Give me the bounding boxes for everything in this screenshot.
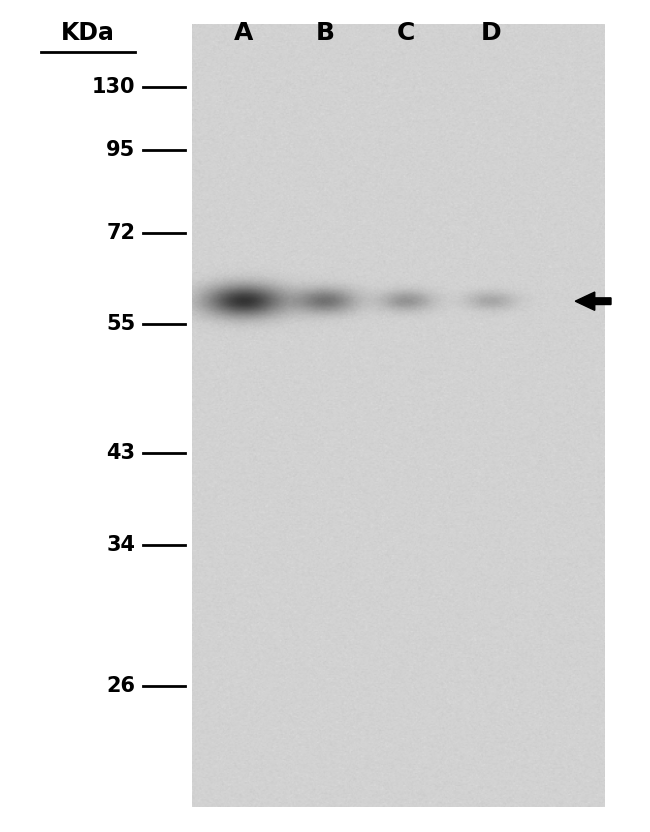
Text: 55: 55 — [106, 314, 135, 334]
Text: C: C — [397, 22, 415, 45]
FancyArrow shape — [575, 292, 611, 310]
Text: B: B — [315, 22, 335, 45]
Text: 95: 95 — [106, 140, 135, 160]
Text: 26: 26 — [106, 676, 135, 696]
Text: 43: 43 — [106, 443, 135, 463]
Text: 34: 34 — [106, 535, 135, 555]
Text: KDa: KDa — [61, 22, 114, 45]
Text: 72: 72 — [106, 223, 135, 243]
Text: A: A — [234, 22, 254, 45]
Text: 130: 130 — [92, 77, 135, 97]
Text: D: D — [480, 22, 501, 45]
